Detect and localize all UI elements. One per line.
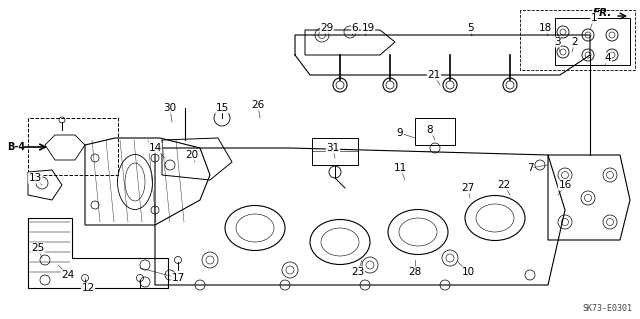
Text: 30: 30 — [163, 103, 177, 113]
Text: 24: 24 — [61, 270, 75, 280]
Text: 26: 26 — [252, 100, 264, 110]
Text: FR.: FR. — [593, 8, 612, 18]
Text: 18: 18 — [538, 23, 552, 33]
Text: 27: 27 — [461, 183, 475, 193]
Text: 25: 25 — [31, 243, 45, 253]
Text: 12: 12 — [81, 283, 95, 293]
Text: 21: 21 — [428, 70, 440, 80]
Text: 7: 7 — [527, 163, 533, 173]
Text: 3: 3 — [554, 37, 560, 47]
Text: 10: 10 — [461, 267, 475, 277]
Text: 5: 5 — [467, 23, 474, 33]
Text: B-4: B-4 — [7, 142, 25, 152]
Text: 28: 28 — [408, 267, 422, 277]
Text: 23: 23 — [351, 267, 365, 277]
Text: 16: 16 — [558, 180, 572, 190]
Text: 22: 22 — [497, 180, 511, 190]
Text: 4: 4 — [605, 53, 611, 63]
Text: 11: 11 — [394, 163, 406, 173]
Text: SK73-E0301: SK73-E0301 — [582, 304, 632, 313]
Text: 31: 31 — [326, 143, 340, 153]
Text: 6: 6 — [352, 23, 358, 33]
Text: 29: 29 — [321, 23, 333, 33]
Text: 17: 17 — [172, 273, 184, 283]
Text: 19: 19 — [362, 23, 374, 33]
Text: 1: 1 — [591, 13, 597, 23]
Text: 20: 20 — [186, 150, 198, 160]
Text: 9: 9 — [397, 128, 403, 138]
Text: 8: 8 — [427, 125, 433, 135]
Text: 14: 14 — [148, 143, 162, 153]
Text: 13: 13 — [28, 173, 42, 183]
Text: 15: 15 — [216, 103, 228, 113]
Text: 2: 2 — [572, 37, 579, 47]
